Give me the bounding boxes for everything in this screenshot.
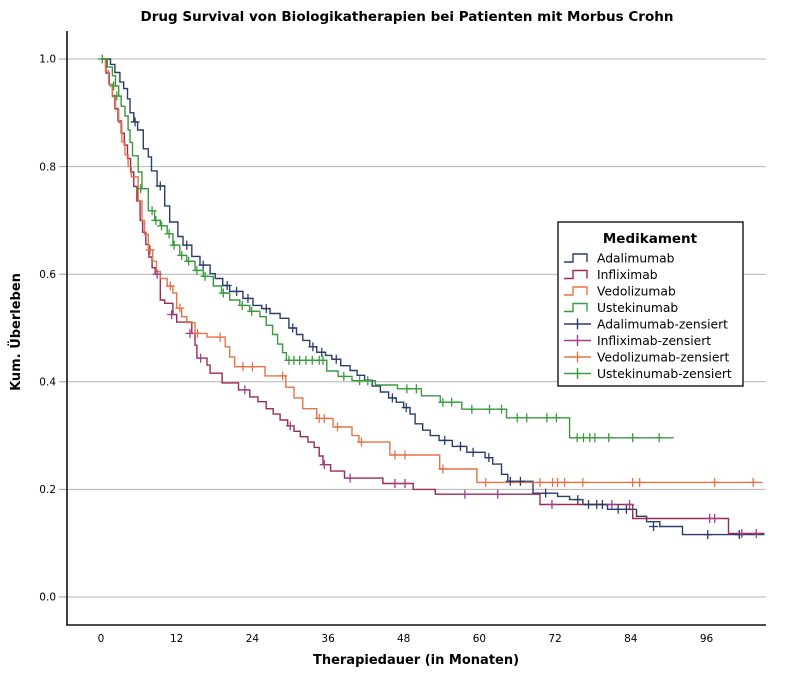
censors-adalimumab [130, 117, 744, 540]
adalimumab-line-swatch-icon [564, 253, 588, 263]
x-tick-label-36: 36 [321, 633, 335, 645]
y-tick-label-0.4: 0.4 [39, 377, 56, 389]
x-tick-label-60: 60 [473, 633, 486, 645]
legend-item-adalimumab: Adalimumab [564, 251, 675, 265]
legend-label: Ustekinumab [597, 301, 678, 315]
infliximab-line-swatch-icon [564, 269, 588, 280]
adalimumab-censor-swatch-icon [564, 318, 591, 330]
legend-item-ustekinumab: Ustekinumab [564, 301, 678, 315]
legend-label: Adalimumab [597, 251, 675, 265]
legend-label: Infliximab [597, 268, 658, 282]
legend-item-vedolizumab: Vedolizumab [564, 284, 676, 298]
censor-marks [97, 54, 761, 540]
legend-box [557, 221, 744, 387]
x-tick-label-84: 84 [624, 633, 638, 645]
x-axis-title: Therapiedauer (in Monaten) [313, 653, 519, 668]
legend: Medikament Adalimumab Infliximab Vedoliz… [557, 221, 744, 387]
legend-item-adalimumab-zensiert: Adalimumab-zensiert [564, 317, 728, 331]
legend-item-ustekinumab-zensiert: Ustekinumab-zensiert [564, 367, 732, 381]
y-tick-label-0.0: 0.0 [39, 592, 56, 604]
ustekinumab-line-swatch-icon [564, 302, 588, 313]
curve-ustekinumab [101, 58, 674, 439]
x-tick-label-48: 48 [397, 633, 410, 645]
y-tick-labels: 1.0 0.8 0.6 0.4 0.2 0.0 [39, 54, 56, 604]
x-tick-label-96: 96 [700, 633, 714, 645]
vedolizumab-censor-swatch-icon [564, 351, 591, 363]
y-tick-label-1.0: 1.0 [39, 54, 56, 66]
x-tick-label-12: 12 [170, 633, 183, 645]
curve-adalimumab [101, 58, 765, 536]
vedolizumab-line-swatch-icon [564, 286, 588, 296]
legend-title: Medikament [603, 231, 698, 247]
censors-infliximab [152, 269, 761, 539]
legend-label: Adalimumab-zensiert [597, 317, 728, 331]
legend-item-vedolizumab-zensiert: Vedolizumab-zensiert [564, 350, 729, 364]
legend-label: Vedolizumab [597, 284, 676, 298]
legend-item-infliximab: Infliximab [564, 268, 658, 282]
x-tick-labels: 0 12 24 36 48 60 72 84 96 [98, 633, 714, 645]
x-tick-label-72: 72 [548, 633, 561, 645]
ustekinumab-censor-swatch-icon [564, 368, 591, 379]
legend-label: Infliximab-zensiert [597, 334, 711, 348]
legend-item-infliximab-zensiert: Infliximab-zensiert [564, 334, 711, 348]
censors-vedolizumab [145, 245, 758, 487]
legend-label: Ustekinumab-zensiert [597, 367, 732, 381]
infliximab-censor-swatch-icon [564, 335, 591, 346]
y-axis-title: Kum. Überleben [8, 273, 24, 391]
chart-title: Drug Survival von Biologikatherapien bei… [141, 9, 674, 25]
y-tick-label-0.6: 0.6 [39, 269, 56, 281]
x-tick-label-24: 24 [246, 633, 260, 645]
y-tick-label-0.2: 0.2 [39, 484, 56, 496]
legend-label: Vedolizumab-zensiert [597, 350, 729, 364]
y-tick-label-0.8: 0.8 [39, 161, 56, 173]
censors-ustekinumab [97, 54, 664, 443]
x-tick-label-0: 0 [98, 633, 105, 645]
